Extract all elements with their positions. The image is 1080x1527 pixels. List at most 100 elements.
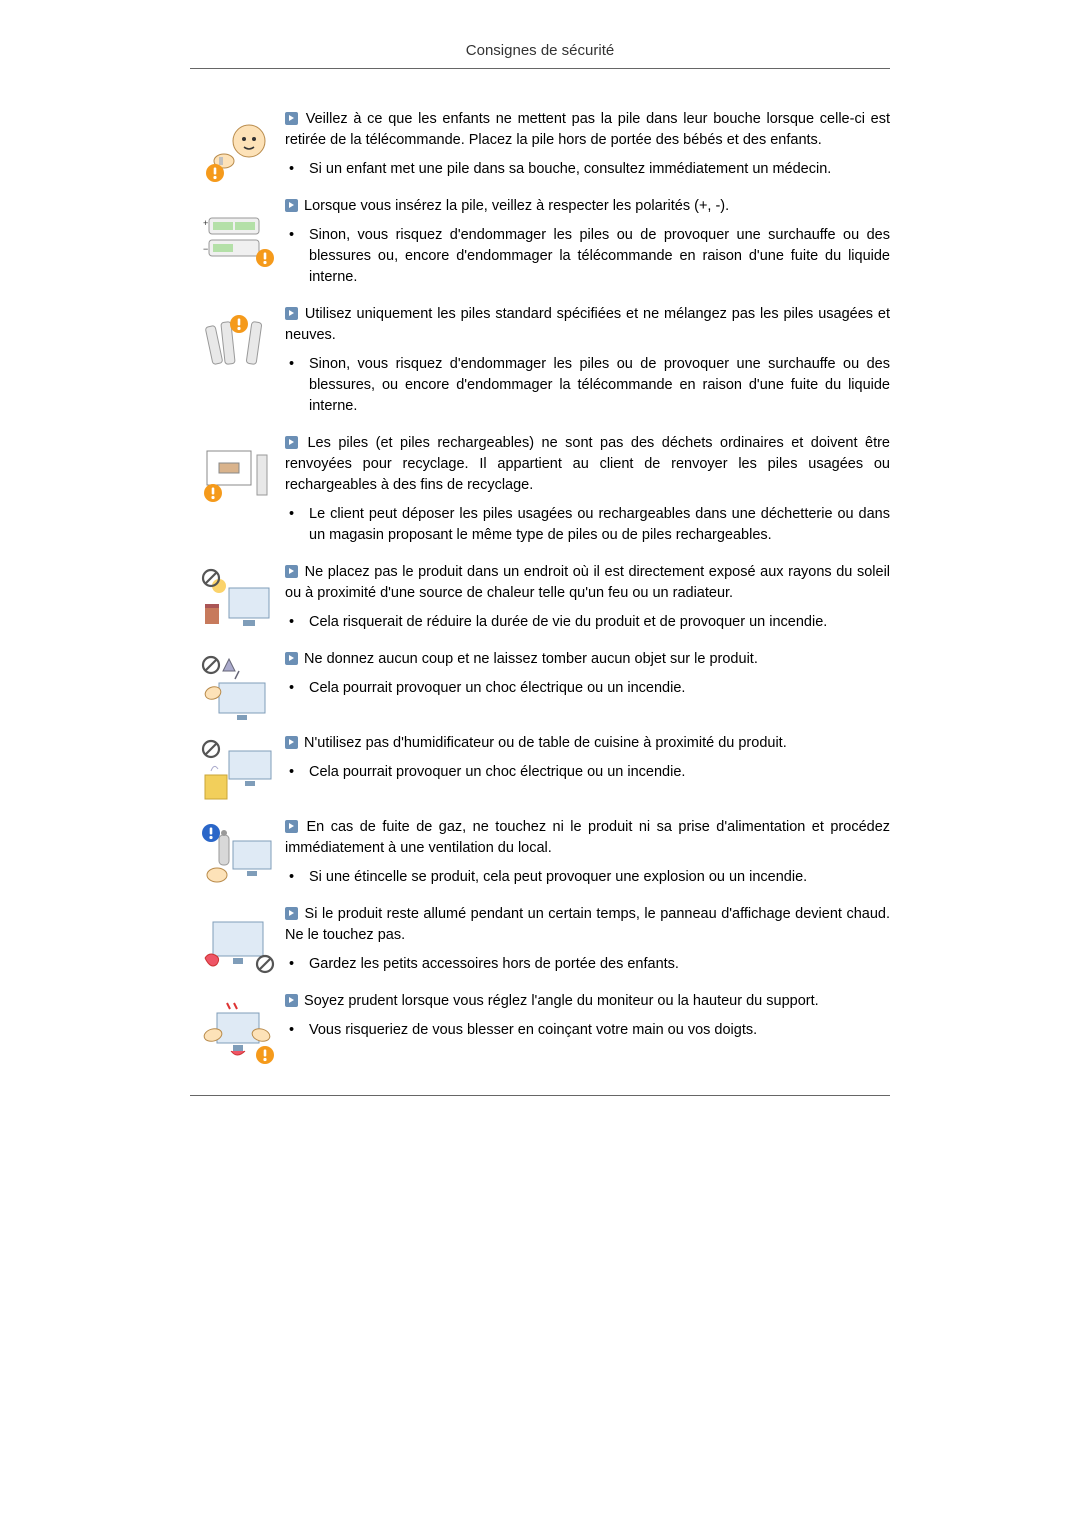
bullet-text: Si une étincelle se produit, cela peut p… <box>309 867 890 888</box>
item-bullet: •Sinon, vous risquez d'endommager les pi… <box>285 225 890 288</box>
item-text-col: Lorsque vous insérez la pile, veillez à … <box>285 196 890 294</box>
adjust-angle-icon <box>199 995 277 1065</box>
item-lead: En cas de fuite de gaz, ne touchez ni le… <box>285 817 890 859</box>
bullet-text: Vous risqueriez de vous blesser en coinç… <box>309 1020 890 1041</box>
item-icon-col <box>190 904 285 978</box>
item-lead-text: Ne donnez aucun coup et ne laissez tombe… <box>304 651 758 667</box>
bullet-mark: • <box>285 159 309 180</box>
item-bullet: •Vous risqueriez de vous blesser en coin… <box>285 1020 890 1041</box>
item-text-col: Utilisez uniquement les piles standard s… <box>285 304 890 423</box>
item-lead-text: Lorsque vous insérez la pile, veillez à … <box>304 198 729 214</box>
bullet-text: Si un enfant met une pile dans sa bouche… <box>309 159 890 180</box>
item-bullet: •Cela risquerait de réduire la durée de … <box>285 612 890 633</box>
item-icon-col <box>190 649 285 723</box>
page: Consignes de sécurité Veillez à ce que l… <box>0 0 1080 1527</box>
safety-item: +− Lorsque vous insérez la pile, veillez… <box>190 196 890 294</box>
arrow-icon <box>285 199 298 212</box>
item-text-col: En cas de fuite de gaz, ne touchez ni le… <box>285 817 890 894</box>
item-text-col: Soyez prudent lorsque vous réglez l'angl… <box>285 991 890 1047</box>
item-lead: Utilisez uniquement les piles standard s… <box>285 304 890 346</box>
bullet-text: Cela pourrait provoquer un choc électriq… <box>309 762 890 783</box>
item-lead-text: Les piles (et piles rechargeables) ne so… <box>285 435 890 493</box>
item-lead-text: Utilisez uniquement les piles standard s… <box>285 306 890 343</box>
bullet-text: Sinon, vous risquez d'endommager les pil… <box>309 225 890 288</box>
arrow-icon <box>285 994 298 1007</box>
item-icon-col <box>190 991 285 1065</box>
item-lead-text: Ne placez pas le produit dans un endroit… <box>285 564 890 601</box>
safety-items-container: Veillez à ce que les enfants ne mettent … <box>190 109 890 1065</box>
item-icon-col <box>190 817 285 891</box>
item-bullet: •Le client peut déposer les piles usagée… <box>285 504 890 546</box>
item-lead: Lorsque vous insérez la pile, veillez à … <box>285 196 890 217</box>
safety-item: Ne donnez aucun coup et ne laissez tombe… <box>190 649 890 723</box>
bullet-mark: • <box>285 762 309 783</box>
header-rule <box>190 68 890 69</box>
item-lead: Veillez à ce que les enfants ne mettent … <box>285 109 890 151</box>
svg-text:+: + <box>203 218 208 228</box>
item-icon-col <box>190 304 285 378</box>
item-bullet: •Si une étincelle se produit, cela peut … <box>285 867 890 888</box>
item-icon-col <box>190 733 285 807</box>
bullet-text: Cela risquerait de réduire la durée de v… <box>309 612 890 633</box>
item-bullet: •Cela pourrait provoquer un choc électri… <box>285 762 890 783</box>
recycle-batteries-icon <box>199 437 277 507</box>
item-lead-text: N'utilisez pas d'humidificateur ou de ta… <box>304 735 787 751</box>
footer-rule <box>190 1095 890 1096</box>
no-drop-icon <box>199 653 277 723</box>
bullet-mark: • <box>285 354 309 417</box>
item-text-col: N'utilisez pas d'humidificateur ou de ta… <box>285 733 890 789</box>
safety-item: N'utilisez pas d'humidificateur ou de ta… <box>190 733 890 807</box>
safety-item: Veillez à ce que les enfants ne mettent … <box>190 109 890 186</box>
item-icon-col <box>190 562 285 636</box>
bullet-text: Cela pourrait provoquer un choc électriq… <box>309 678 890 699</box>
item-text-col: Ne donnez aucun coup et ne laissez tombe… <box>285 649 890 705</box>
arrow-icon <box>285 565 298 578</box>
no-sun-heat-icon <box>199 566 277 636</box>
item-lead-text: En cas de fuite de gaz, ne touchez ni le… <box>285 819 890 856</box>
bullet-text: Sinon, vous risquez d'endommager les pil… <box>309 354 890 417</box>
item-lead-text: Si le produit reste allumé pendant un ce… <box>285 906 890 943</box>
arrow-icon <box>285 820 298 833</box>
mixed-batteries-icon <box>199 308 277 378</box>
arrow-icon <box>285 736 298 749</box>
child-battery-icon <box>199 113 277 183</box>
safety-item: Les piles (et piles rechargeables) ne so… <box>190 433 890 552</box>
no-humidifier-icon <box>199 737 277 807</box>
item-icon-col <box>190 109 285 183</box>
arrow-icon <box>285 112 298 125</box>
item-bullet: •Si un enfant met une pile dans sa bouch… <box>285 159 890 180</box>
bullet-text: Le client peut déposer les piles usagées… <box>309 504 890 546</box>
bullet-mark: • <box>285 612 309 633</box>
item-lead-text: Veillez à ce que les enfants ne mettent … <box>285 111 890 148</box>
item-lead: Si le produit reste allumé pendant un ce… <box>285 904 890 946</box>
safety-item: Ne placez pas le produit dans un endroit… <box>190 562 890 639</box>
item-text-col: Les piles (et piles rechargeables) ne so… <box>285 433 890 552</box>
bullet-text: Gardez les petits accessoires hors de po… <box>309 954 890 975</box>
safety-item: En cas de fuite de gaz, ne touchez ni le… <box>190 817 890 894</box>
item-text-col: Si le produit reste allumé pendant un ce… <box>285 904 890 981</box>
arrow-icon <box>285 307 298 320</box>
item-icon-col <box>190 433 285 507</box>
item-lead: Ne placez pas le produit dans un endroit… <box>285 562 890 604</box>
bullet-mark: • <box>285 678 309 699</box>
bullet-mark: • <box>285 954 309 975</box>
item-lead-text: Soyez prudent lorsque vous réglez l'angl… <box>304 993 819 1009</box>
hot-panel-icon <box>199 908 277 978</box>
page-header: Consignes de sécurité <box>190 40 890 62</box>
safety-item: Utilisez uniquement les piles standard s… <box>190 304 890 423</box>
arrow-icon <box>285 436 298 449</box>
item-bullet: •Cela pourrait provoquer un choc électri… <box>285 678 890 699</box>
item-bullet: •Gardez les petits accessoires hors de p… <box>285 954 890 975</box>
arrow-icon <box>285 907 298 920</box>
item-lead: Les piles (et piles rechargeables) ne so… <box>285 433 890 496</box>
item-text-col: Ne placez pas le produit dans un endroit… <box>285 562 890 639</box>
bullet-mark: • <box>285 225 309 288</box>
item-lead: Soyez prudent lorsque vous réglez l'angl… <box>285 991 890 1012</box>
battery-polarity-icon: +− <box>199 200 277 270</box>
item-icon-col: +− <box>190 196 285 270</box>
bullet-mark: • <box>285 1020 309 1041</box>
arrow-icon <box>285 652 298 665</box>
item-text-col: Veillez à ce que les enfants ne mettent … <box>285 109 890 186</box>
bullet-mark: • <box>285 867 309 888</box>
item-lead: Ne donnez aucun coup et ne laissez tombe… <box>285 649 890 670</box>
